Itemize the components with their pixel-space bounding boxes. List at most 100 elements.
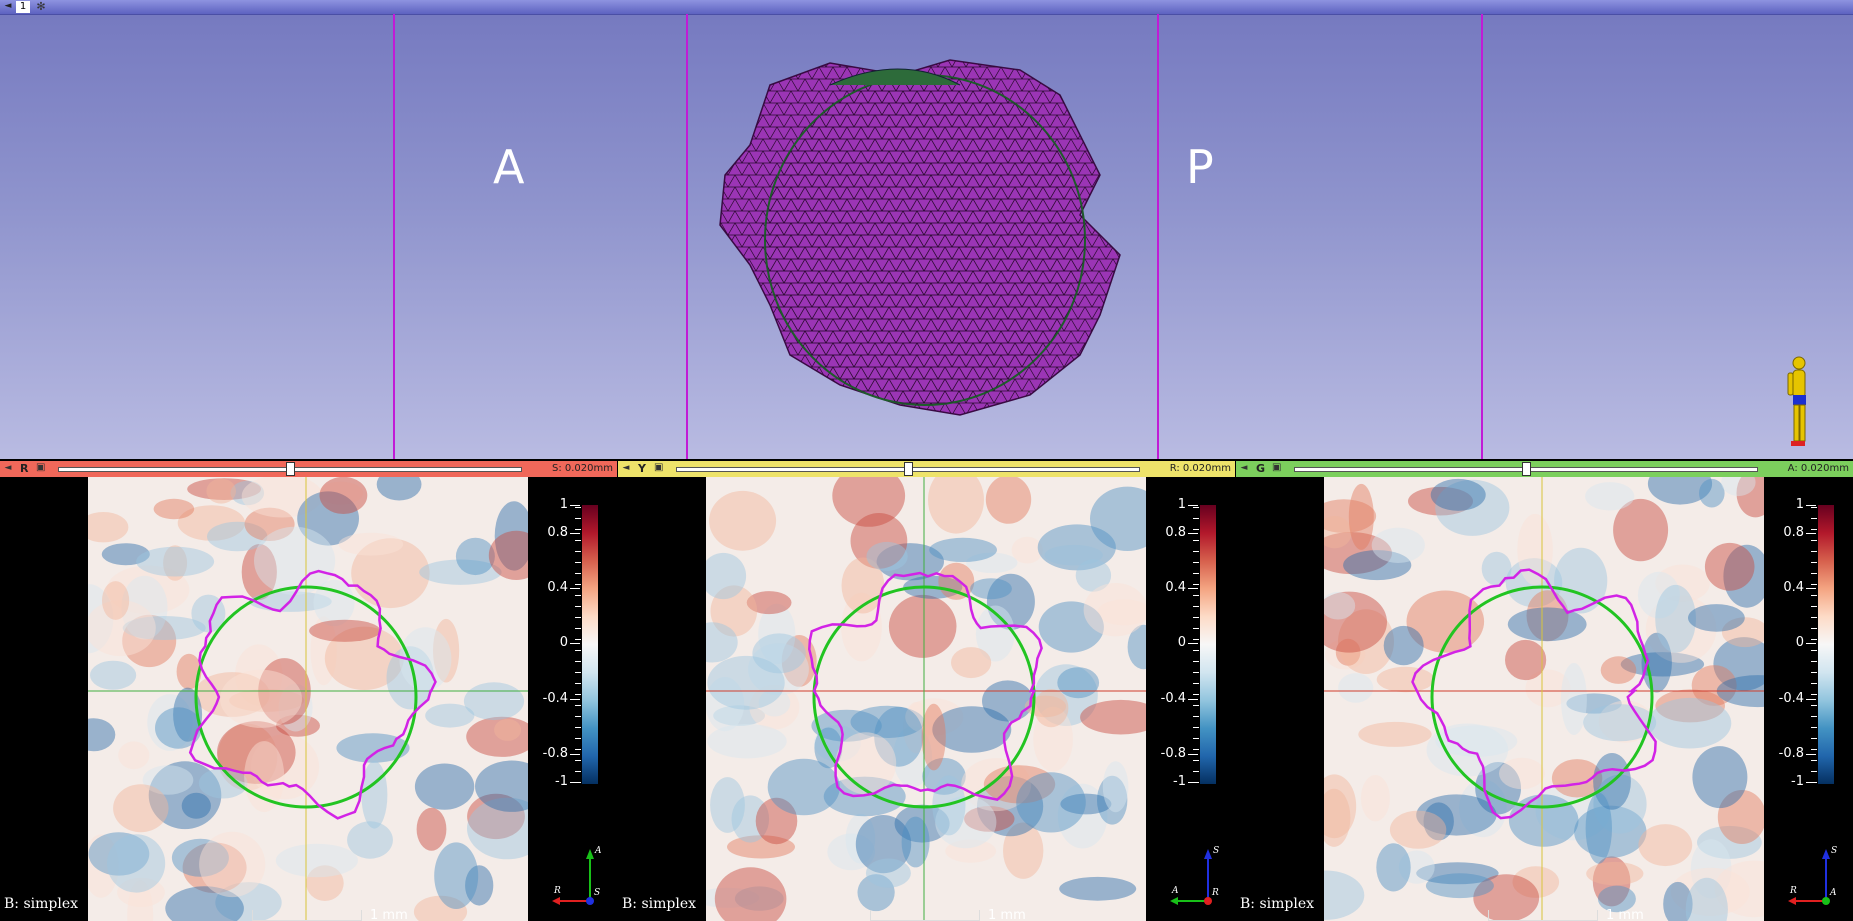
pin-icon[interactable]: ◄	[622, 463, 630, 473]
noise-blob	[1371, 527, 1425, 563]
slice-offset-slider[interactable]	[58, 462, 522, 476]
noise-blob	[748, 643, 809, 696]
noise-blob	[416, 807, 447, 851]
pin-icon[interactable]: ◄	[1240, 463, 1248, 473]
noise-blob	[310, 616, 337, 686]
colorbar-minor-tick	[1193, 738, 1199, 739]
noise-blob	[1597, 885, 1636, 913]
axis-center-dot	[1822, 897, 1830, 905]
colorbar-minor-tick	[1811, 595, 1817, 596]
link-icon[interactable]: ▣	[1272, 462, 1282, 473]
box-edge-line	[1481, 14, 1483, 459]
noise-blob	[121, 575, 168, 640]
noise-blob	[1324, 788, 1351, 847]
pin-icon[interactable]: ◄	[4, 1, 12, 11]
slider-handle[interactable]	[904, 462, 913, 476]
noise-blob	[1038, 601, 1104, 653]
slice-view-yellow[interactable]: ◄ Y ▣ R: 0.020mm 1 0.8 0.4 0 -0.4 -0.8 -1 B: s…	[618, 461, 1235, 921]
colorbar-minor-tick	[1193, 562, 1199, 563]
colorbar-minor-tick	[1193, 760, 1199, 761]
colorbar-tick	[1806, 505, 1816, 506]
colorbar-tick	[1188, 699, 1198, 700]
noise-blob	[1736, 477, 1764, 518]
noise-blob	[467, 793, 525, 840]
colorbar-minor-tick	[575, 727, 581, 728]
wireframe-mesh-model[interactable]	[700, 55, 1150, 425]
link-icon[interactable]: ▣	[654, 462, 664, 473]
noise-blob	[1525, 669, 1571, 708]
slice-controller-bar: ◄ R ▣ S: 0.020mm	[0, 461, 617, 477]
axis-up-label: S	[1831, 846, 1837, 856]
noise-blob	[494, 718, 522, 741]
colorbar-minor-tick	[1193, 650, 1199, 651]
colorbar-minor-tick	[1193, 672, 1199, 673]
noise-blob	[336, 733, 410, 763]
axis-center-label: S	[594, 888, 600, 898]
noise-blob	[707, 655, 785, 710]
colorbar-minor-tick	[575, 562, 581, 563]
slice-image[interactable]	[88, 477, 528, 921]
noise-blob	[324, 626, 404, 690]
noise-blob	[857, 874, 895, 912]
slice-offset-slider[interactable]	[676, 462, 1140, 476]
noise-blob	[1585, 482, 1635, 511]
noise-blob	[1517, 513, 1553, 586]
noise-blob	[1343, 550, 1412, 581]
3d-view[interactable]: ◄ 1 ✻ A P	[0, 0, 1853, 459]
noise-blob	[1663, 881, 1693, 921]
noise-blob	[1324, 591, 1356, 620]
noise-blob	[1435, 725, 1518, 757]
colorbar-minor-tick	[575, 639, 581, 640]
box-edge-line	[686, 14, 688, 459]
noise-blob	[118, 741, 150, 770]
colorbar-tick	[1188, 754, 1198, 755]
slice-view-green[interactable]: ◄ G ▣ A: 0.020mm 1 0.8 0.4 0 -0.4 -0.8 -1 B: s…	[1236, 461, 1853, 921]
noise-blob	[1335, 638, 1361, 666]
slider-handle[interactable]	[1522, 462, 1531, 476]
noise-blob	[1647, 477, 1713, 505]
center-view-icon[interactable]: ✻	[36, 0, 46, 13]
colorbar-minor-tick	[575, 573, 581, 574]
noise-blob	[1097, 599, 1146, 626]
link-icon[interactable]: ▣	[36, 462, 46, 473]
axis-center-label: R	[1211, 888, 1219, 898]
colorbar-minor-tick	[1193, 507, 1199, 508]
noise-blob	[1554, 547, 1608, 614]
slice-offset-slider[interactable]	[1294, 462, 1758, 476]
colorbar-minor-tick	[1811, 738, 1817, 739]
axis-left-arrow	[1788, 897, 1796, 905]
noise-blob	[1383, 625, 1424, 666]
noise-blob	[966, 552, 1018, 573]
colorbar-tick	[570, 505, 580, 506]
noise-blob	[1459, 779, 1507, 838]
colorbar-minor-tick	[1811, 628, 1817, 629]
noise-blob	[467, 797, 528, 860]
noise-blob	[713, 705, 765, 726]
view-number[interactable]: 1	[16, 1, 30, 13]
colorbar-gradient	[1818, 505, 1834, 784]
background-volume-label: B: simplex	[622, 896, 697, 912]
slice-view-red[interactable]: ◄ R ▣ S: 0.020mm 1 0.8 0.4 0 -0.4 -0.8 -1 B: s…	[0, 461, 617, 921]
noise-blob	[181, 792, 211, 819]
slice-image[interactable]	[1324, 477, 1764, 921]
noise-blob	[176, 653, 202, 690]
noise-blob	[929, 537, 997, 562]
3d-view-controller-bar: ◄ 1 ✻	[0, 0, 1853, 15]
noise-blob	[102, 581, 130, 620]
noise-blob	[1598, 700, 1653, 743]
noise-blob	[122, 614, 177, 668]
noise-blob	[220, 669, 302, 728]
noise-blob	[318, 481, 364, 505]
pin-icon[interactable]: ◄	[4, 463, 12, 473]
noise-blob	[1127, 624, 1146, 670]
noise-blob	[1600, 656, 1637, 684]
noise-blob	[466, 716, 528, 757]
slider-handle[interactable]	[286, 462, 295, 476]
slice-image[interactable]	[706, 477, 1146, 921]
colorbar-minor-tick	[1193, 771, 1199, 772]
colorbar-minor-tick	[1811, 529, 1817, 530]
surface-contour	[1411, 568, 1657, 820]
colorbar-tick	[1806, 533, 1816, 534]
noise-blob	[235, 644, 283, 706]
surface-contour	[808, 571, 1043, 801]
